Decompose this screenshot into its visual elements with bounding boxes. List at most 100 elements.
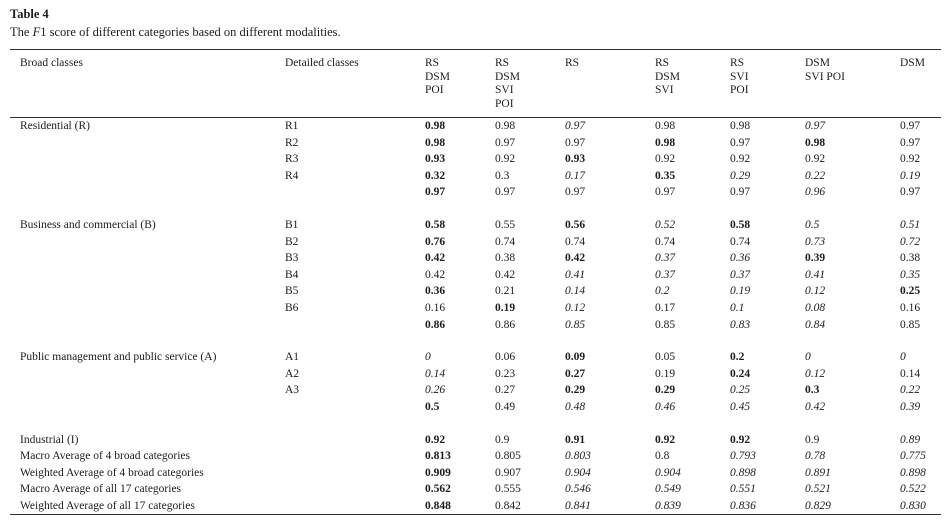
column-header-line: RS [425,57,440,69]
column-header-line: RS [730,57,745,69]
f1-value-cell: 0.76 [425,235,446,248]
column-header-line: POI [425,84,444,96]
f1-value-cell: 0.36 [425,285,446,298]
f1-value-cell: 0.89 [900,433,921,446]
f1-value-cell: 0.74 [495,235,516,248]
table-row: 0.5 0.49 0.48 0.46 0.45 0.42 0.39 [10,399,941,416]
detailed-class-cell: B3 [285,252,299,265]
f1-value-cell: 0.775 [900,450,926,463]
detailed-class-cell: B5 [285,285,299,298]
f1-value-cell: 0.29 [565,384,586,397]
f1-value-cell: 0.803 [565,450,591,463]
f1-value-cell: 0.27 [565,367,586,380]
f1-value-cell: 0.891 [805,466,831,479]
f1-value-cell: 0.98 [495,120,516,132]
column-header-line: SVI POI [805,70,845,83]
column-header-line: RS [565,57,580,69]
f1-value-cell: 0.16 [425,301,446,314]
broad-class-cell [10,382,275,399]
broad-class-cell [10,399,275,416]
f1-value-cell: 0.898 [730,466,756,479]
detailed-class-cell: B1 [285,218,299,231]
column-header-line: DSM [655,70,680,83]
column-header-line: DSM [805,57,830,69]
f1-value-cell: 0.836 [730,499,756,512]
f1-value-cell: 0.38 [900,252,921,265]
table-row: B5 0.36 0.21 0.14 0.2 0.19 0.12 0.25 [10,283,941,300]
column-header-line: POI [730,84,749,96]
f1-value-cell: 0.16 [900,301,921,314]
f1-value-cell: 0.904 [565,466,591,479]
f1-value-cell: 0.86 [425,318,446,331]
f1-score-table: Broad classes Detailed classes RS DSM POI RS D… [10,49,941,516]
f1-value-cell: 0.19 [900,169,921,182]
f1-value-cell: 0.97 [805,120,826,132]
f1-value-cell: 0.805 [495,450,521,463]
table-row: Industrial (I) 0.92 0.9 0.91 0.92 0.92 0.9 0.89 [10,432,941,449]
f1-value-cell: 0.92 [495,153,516,166]
detailed-class-cell: R4 [285,169,299,182]
f1-value-cell: 0.546 [565,483,591,496]
f1-value-cell: 0.85 [565,318,586,331]
f1-value-cell: 0.42 [565,252,586,265]
broad-class-cell: Weighted Average of 4 broad categories [20,466,204,479]
f1-value-cell: 0.78 [805,450,826,463]
f1-value-cell: 0.24 [730,367,751,380]
detailed-class-cell: B6 [285,301,299,314]
table-header: Broad classes Detailed classes RS DSM POI RS D… [10,49,941,118]
f1-value-cell: 0.841 [565,499,591,512]
f1-value-cell: 0.72 [900,235,921,248]
f1-value-cell: 0.2 [730,351,745,364]
broad-class-cell [10,151,275,168]
table-body: Residential (R) R1 0.98 0.98 0.97 0.98 0.98 0.9… [10,118,941,515]
paper-page: Table 4 The F1 score of different catego… [10,7,941,516]
f1-value-cell: 0.909 [425,466,451,479]
column-header-line: RS [655,57,670,69]
f1-value-cell: 0.555 [495,483,521,496]
f1-value-cell: 0.39 [805,252,826,265]
f1-value-cell: 0.98 [655,120,676,132]
column-header: RS DSM SVI POI [485,49,555,118]
f1-value-cell: 0.58 [425,218,446,231]
f1-value-cell: 0.9 [805,433,820,446]
f1-value-cell: 0 [900,351,906,364]
f1-value-cell: 0.91 [565,433,586,446]
broad-class-cell: Industrial (I) [20,433,79,446]
detailed-class-cell: A2 [285,367,300,380]
f1-value-cell: 0.839 [655,499,681,512]
f1-value-cell: 0.97 [730,136,751,149]
f1-value-cell: 0.51 [900,218,921,231]
f1-value-cell: 0.74 [730,235,751,248]
table-row: Residential (R) R1 0.98 0.98 0.97 0.98 0.98 0.9… [10,118,941,135]
detailed-class-cell [275,448,415,465]
f1-value-cell: 0.97 [730,186,751,199]
f1-value-cell: 0.12 [805,285,826,298]
table-row: Weighted Average of 4 broad categories 0.… [10,465,941,482]
caption-text-pre: The [10,25,33,39]
f1-value-cell: 0.06 [495,351,516,364]
f1-value-cell: 0.46 [655,400,676,413]
broad-class-cell: Business and commercial (B) [20,218,156,231]
f1-value-cell: 0.904 [655,466,681,479]
f1-value-cell: 0.549 [655,483,681,496]
f1-value-cell: 0.848 [425,499,451,512]
f1-value-cell: 0.32 [425,169,446,182]
f1-value-cell: 0.74 [565,235,586,248]
f1-value-cell: 0.97 [900,136,921,149]
f1-value-cell: 0.5 [425,400,440,413]
broad-class-cell [10,267,275,284]
f1-value-cell: 0.98 [425,120,446,132]
f1-value-cell: 0.26 [425,384,446,397]
column-header-line: Broad classes [20,57,83,69]
detailed-class-cell: B2 [285,235,299,248]
f1-value-cell: 0.97 [565,136,586,149]
f1-value-cell: 0.19 [495,301,516,314]
f1-value-cell: 0.74 [655,235,676,248]
f1-value-cell: 0.48 [565,400,586,413]
f1-value-cell: 0.38 [495,252,516,265]
f1-value-cell: 0.12 [805,367,826,380]
table-row: Macro Average of all 17 categories 0.562 0… [10,481,941,498]
f1-value-cell: 0.85 [655,318,676,331]
column-header: RS DSM SVI [645,49,720,118]
f1-value-cell: 0.22 [900,384,921,397]
